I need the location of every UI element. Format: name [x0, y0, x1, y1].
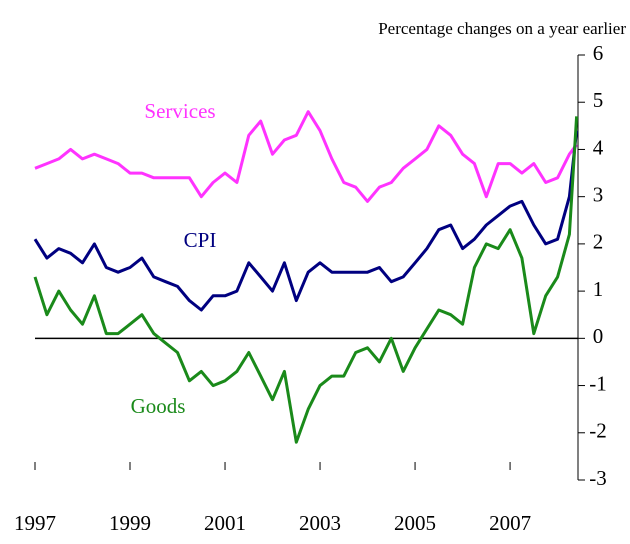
y-tick-label: 2: [593, 230, 604, 254]
y-tick-label: -1: [589, 371, 607, 395]
series-label: CPI: [184, 228, 217, 252]
x-tick-label: 2005: [394, 511, 436, 535]
x-tick-label: 2007: [489, 511, 531, 535]
series-label: Services: [144, 99, 215, 123]
y-tick-label: -3: [589, 466, 607, 490]
y-tick-label: 6: [593, 41, 604, 65]
x-tick-label: 2003: [299, 511, 341, 535]
y-tick-label: 1: [593, 277, 604, 301]
y-tick-label: 0: [593, 324, 604, 348]
y-tick-label: 5: [593, 88, 604, 112]
y-tick-label: 3: [593, 182, 604, 206]
chart-subtitle: Percentage changes on a year earlier: [378, 19, 626, 38]
series-line: [33, 130, 579, 312]
series-line: [34, 110, 578, 203]
series-label: Goods: [131, 394, 186, 418]
x-tick-label: 1999: [109, 511, 151, 535]
x-tick-label: 1997: [14, 511, 56, 535]
y-tick-label: -2: [589, 419, 607, 443]
x-tick-label: 2001: [204, 511, 246, 535]
y-tick-label: 4: [593, 135, 604, 159]
series-line: [33, 116, 579, 444]
